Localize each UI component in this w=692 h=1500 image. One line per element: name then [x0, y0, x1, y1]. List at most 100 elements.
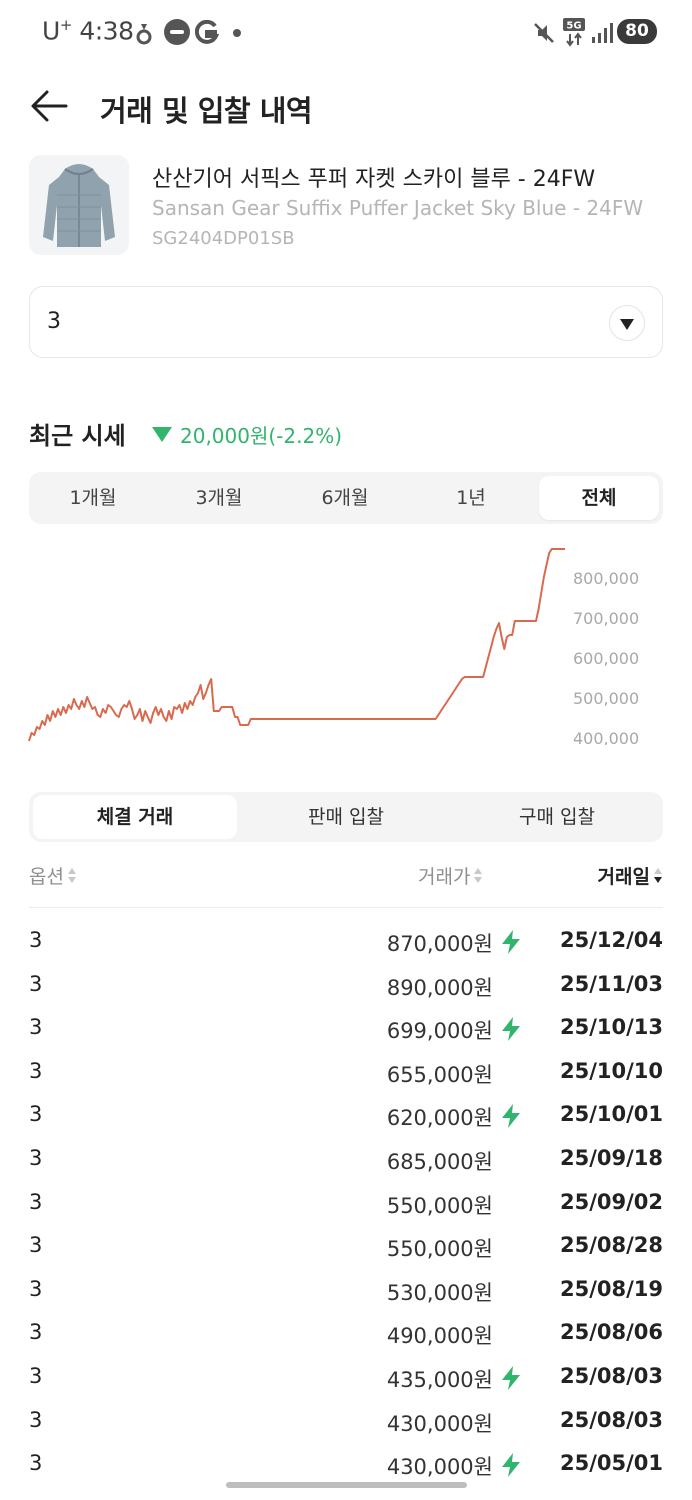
- row-option: 3: [29, 1233, 43, 1258]
- column-price[interactable]: 거래가: [418, 862, 483, 889]
- y-tick-label: 800,000: [573, 569, 639, 588]
- row-date: 25/09/02: [559, 1189, 663, 1214]
- product-summary[interactable]: 산산기어 서픽스 푸퍼 자켓 스카이 블루 - 24FW Sansan Gear…: [29, 155, 663, 257]
- size-value: 3: [47, 309, 61, 334]
- y-tick-label: 700,000: [573, 609, 639, 628]
- product-code: SG2404DP01SB: [152, 228, 295, 249]
- jacket-image: [43, 164, 115, 247]
- row-price: 435,000원: [386, 1367, 493, 1392]
- product-name-en: Sansan Gear Suffix Puffer Jacket Sky Blu…: [152, 196, 644, 220]
- tab-3-months[interactable]: 3개월: [195, 487, 243, 509]
- table-row: 3 699,000원 25/10/13: [29, 1007, 663, 1051]
- table-row: 3 435,000원 25/08/03: [29, 1356, 663, 1400]
- home-indicator[interactable]: [226, 1482, 467, 1488]
- tab-completed-trades[interactable]: 체결 거래: [33, 795, 237, 839]
- status-bar: U+ 4:38 5G 80: [0, 0, 692, 64]
- table-row: 3 620,000원 25/10/01: [29, 1094, 663, 1138]
- tab-buy-bids[interactable]: 구매 입찰: [519, 806, 595, 828]
- row-price: 655,000원: [386, 1062, 493, 1087]
- row-option: 3: [29, 1363, 43, 1388]
- row-option: 3: [29, 1015, 43, 1040]
- table-row: 3 685,000원 25/09/18: [29, 1138, 663, 1182]
- table-row: 3 550,000원 25/08/28: [29, 1225, 663, 1269]
- g-app-icon: [195, 20, 219, 44]
- row-date: 25/09/18: [559, 1145, 663, 1170]
- page-title: 거래 및 입찰 내역: [100, 94, 313, 128]
- row-date: 25/11/03: [559, 971, 663, 996]
- row-price: 530,000원: [386, 1280, 493, 1305]
- sort-icon: [67, 868, 77, 884]
- lightning-icon: [502, 1453, 520, 1478]
- y-tick-label: 600,000: [573, 649, 639, 668]
- trade-list: 3 870,000원 25/12/04 3 890,000원 25/11/03 3 699,0…: [29, 920, 663, 1487]
- back-button[interactable]: [28, 86, 70, 126]
- table-row: 3 550,000원 25/09/02: [29, 1182, 663, 1226]
- row-option: 3: [29, 1451, 43, 1476]
- row-option: 3: [29, 1407, 43, 1432]
- tab-all[interactable]: 전체: [539, 476, 659, 520]
- row-price: 550,000원: [386, 1193, 493, 1218]
- tab-1-month[interactable]: 1개월: [69, 487, 117, 509]
- yogiyo-icon: [164, 19, 190, 45]
- row-price: 490,000원: [386, 1324, 493, 1349]
- row-date: 25/08/19: [559, 1276, 663, 1301]
- y-tick-label: 400,000: [573, 729, 639, 745]
- row-option: 3: [29, 1320, 43, 1345]
- row-date: 25/05/01: [559, 1451, 663, 1476]
- 5g-icon: 5G: [563, 18, 585, 47]
- table-header: 옵션 거래가 거래일: [29, 860, 663, 908]
- lightning-icon: [502, 930, 520, 954]
- column-option[interactable]: 옵션: [29, 862, 77, 889]
- column-date[interactable]: 거래일: [598, 862, 663, 889]
- column-date-label: 거래일: [597, 866, 650, 888]
- product-name-ko: 산산기어 서픽스 푸퍼 자켓 스카이 블루 - 24FW: [152, 167, 596, 192]
- sort-desc-icon: [654, 868, 663, 884]
- tab-6-months[interactable]: 6개월: [321, 487, 369, 509]
- tab-sell-bids[interactable]: 판매 입찰: [308, 806, 384, 828]
- row-price: 430,000원: [386, 1411, 493, 1436]
- column-option-label: 옵션: [29, 866, 64, 888]
- table-row: 3 490,000원 25/08/06: [29, 1312, 663, 1356]
- price-change-value: 20,000원(-2.2%): [180, 424, 343, 448]
- carrier-label: U: [42, 16, 60, 46]
- row-option: 3: [29, 1189, 43, 1214]
- price-line: [28, 548, 565, 742]
- svg-text:5G: 5G: [566, 21, 581, 32]
- period-tabs: 1개월 3개월 6개월 1년 전체: [29, 472, 663, 524]
- trade-tabs: 체결 거래 판매 입찰 구매 입찰: [29, 792, 663, 842]
- row-date: 25/08/28: [559, 1233, 663, 1258]
- row-price: 430,000원: [386, 1455, 493, 1480]
- product-image: [29, 155, 129, 255]
- lightning-icon: [502, 1365, 520, 1390]
- table-row: 3 530,000원 25/08/19: [29, 1269, 663, 1313]
- row-option: 3: [29, 928, 43, 952]
- battery-indicator: 80: [617, 19, 657, 44]
- y-tick-label: 500,000: [573, 689, 639, 708]
- row-date: 25/10/01: [559, 1102, 663, 1127]
- size-select[interactable]: 3: [29, 286, 663, 358]
- row-price: 699,000원: [386, 1019, 493, 1044]
- clock: 4:38: [79, 16, 134, 46]
- row-date: 25/08/03: [559, 1363, 663, 1388]
- row-date: 25/08/06: [559, 1320, 663, 1345]
- carrot-icon: [136, 24, 152, 45]
- signal-icon: [592, 23, 613, 43]
- recent-price: 최근 시세 20,000원(-2.2%): [29, 414, 663, 454]
- table-row: 3 430,000원 25/08/03: [29, 1400, 663, 1444]
- row-option: 3: [29, 1058, 43, 1083]
- chevron-down-icon[interactable]: [609, 305, 645, 341]
- row-option: 3: [29, 1102, 43, 1127]
- row-date: 25/10/13: [559, 1015, 663, 1040]
- table-row: 3 890,000원 25/11/03: [29, 964, 663, 1008]
- header: 거래 및 입찰 내역: [0, 72, 692, 142]
- price-change: 20,000원(-2.2%): [152, 420, 342, 449]
- notification-dot-icon: [233, 29, 241, 37]
- row-date: 25/12/04: [559, 928, 663, 952]
- table-row: 3 430,000원 25/05/01: [29, 1443, 663, 1487]
- carrier-plus: +: [59, 16, 73, 34]
- arrow-left-icon: [31, 90, 68, 122]
- lightning-icon: [502, 1017, 520, 1042]
- tab-1-year[interactable]: 1년: [456, 487, 486, 509]
- table-row: 3 870,000원 25/12/04: [29, 920, 663, 964]
- price-chart: 800,000 700,000 600,000 500,000 400,000: [28, 548, 639, 745]
